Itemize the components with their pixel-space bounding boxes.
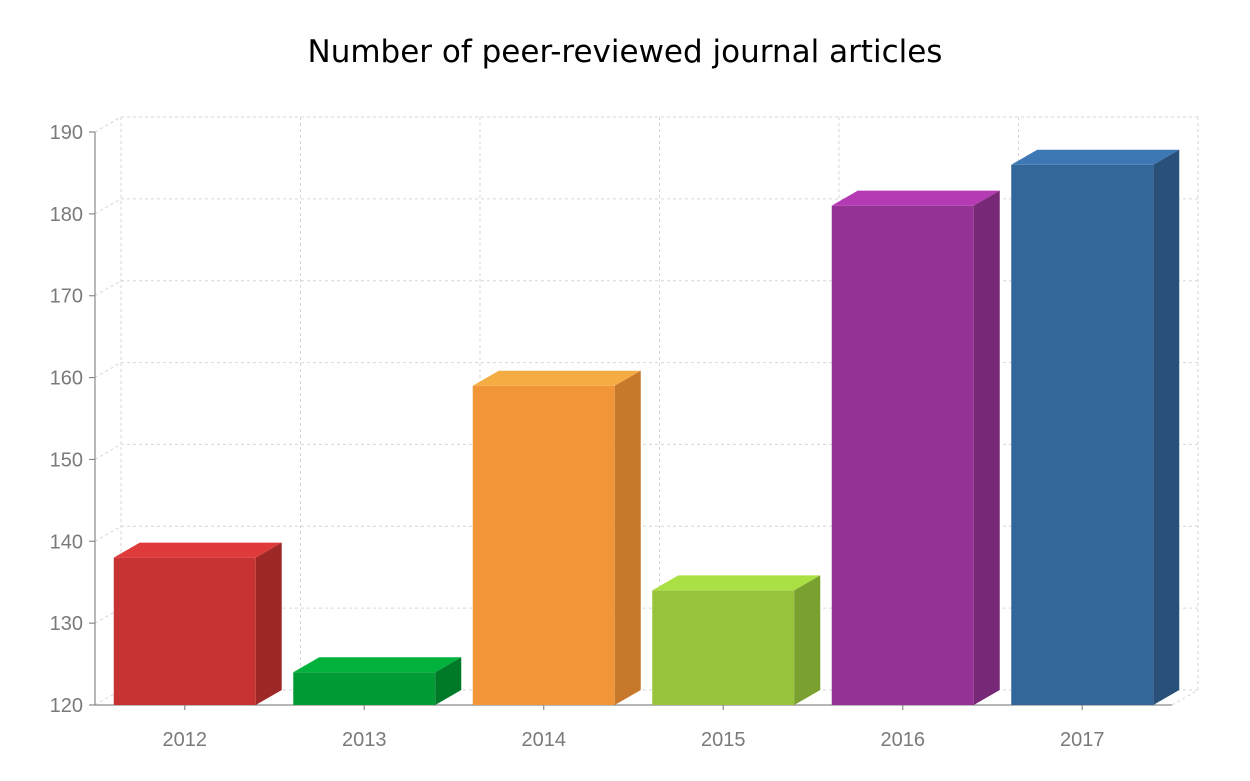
bar-side	[435, 657, 462, 705]
bar-side	[255, 542, 282, 705]
y-tick-label: 120	[50, 695, 83, 717]
bar-2014	[472, 370, 641, 705]
gridline-y	[94, 116, 1198, 133]
bar-2017	[1011, 149, 1180, 705]
floor-corner-line	[1171, 689, 1199, 706]
y-tick-label: 180	[50, 204, 83, 226]
x-tick-label: 2013	[342, 729, 387, 751]
axis-layer	[89, 131, 1199, 710]
bar-front	[472, 385, 615, 705]
y-tick-label: 160	[50, 368, 83, 390]
gridline-y	[94, 362, 1198, 379]
x-tick-label: 2017	[1060, 729, 1105, 751]
x-tick-label: 2012	[163, 729, 208, 751]
x-tick-label: 2015	[701, 729, 746, 751]
bar-top	[831, 190, 1000, 206]
bar-front	[293, 672, 436, 705]
bar-top	[113, 542, 282, 558]
bar-top	[1011, 149, 1180, 165]
y-tick-label: 150	[50, 449, 83, 471]
bar-side	[794, 575, 821, 705]
bars-layer	[113, 149, 1180, 705]
x-tick-label: 2016	[881, 729, 926, 751]
gridline-y	[94, 198, 1198, 215]
bar-2013	[293, 657, 462, 705]
bar-top	[472, 370, 641, 386]
bar-front	[652, 590, 795, 705]
bar-2012	[113, 542, 282, 705]
bar-front	[113, 557, 256, 705]
gridline-y	[94, 443, 1198, 460]
y-tick-label: 190	[50, 122, 83, 144]
gridline-wall	[94, 116, 122, 133]
x-tick-label: 2014	[522, 729, 567, 751]
bar-side	[1153, 149, 1180, 705]
labels-layer: 120 130 140 150 160 170 180 190 2012 2013 2014 2015…	[50, 122, 1105, 751]
y-tick-label: 170	[50, 286, 83, 308]
bar-top	[652, 575, 821, 591]
bar-front	[831, 205, 974, 705]
y-tick-label: 130	[50, 613, 83, 635]
bar-top	[293, 657, 462, 673]
chart-title: Number of peer-reviewed journal articles	[307, 34, 943, 70]
bar-side	[614, 370, 641, 705]
y-tick-label: 140	[50, 531, 83, 553]
bar-front	[1011, 164, 1154, 705]
bar-2016	[831, 190, 1000, 705]
bar-2015	[652, 575, 821, 705]
bar-side	[973, 190, 1000, 705]
